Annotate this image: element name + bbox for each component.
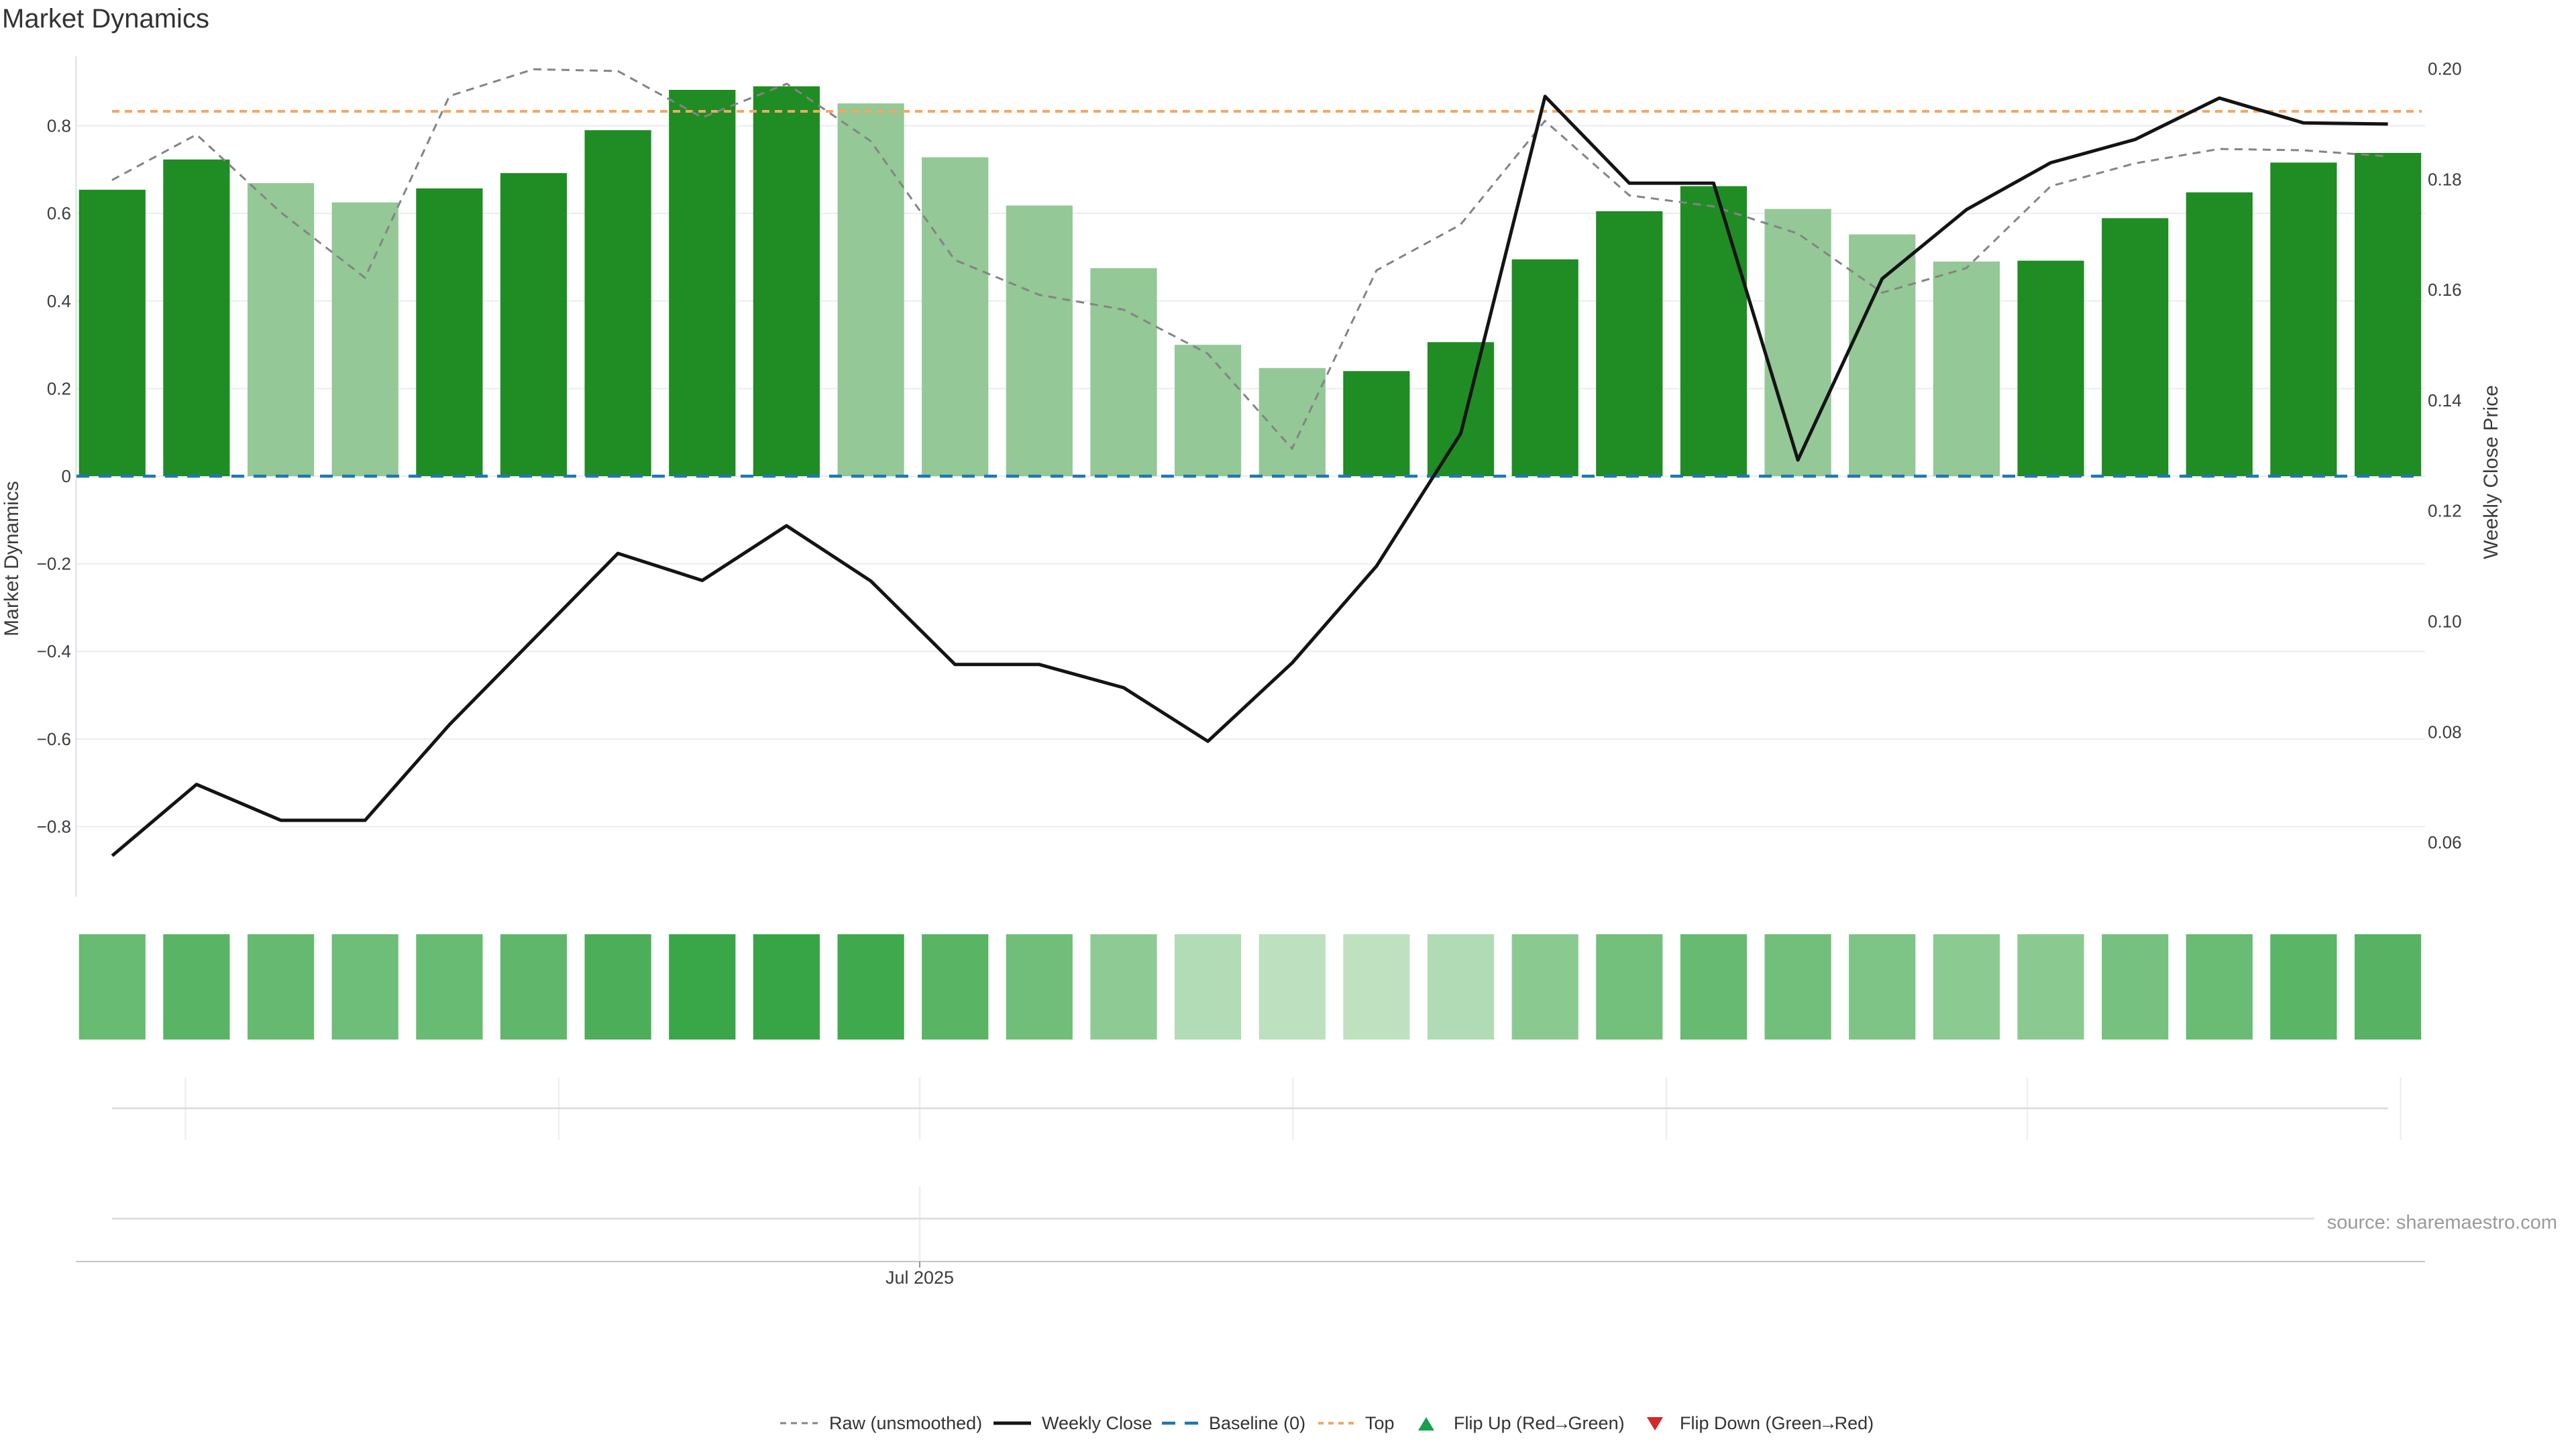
svg-text:−0.8: −0.8 (37, 817, 71, 837)
svg-text:Market Dynamics: Market Dynamics (2, 4, 209, 34)
svg-text:0.4: 0.4 (47, 291, 71, 311)
svg-text:0: 0 (62, 466, 71, 486)
svg-text:−0.6: −0.6 (37, 729, 71, 749)
svg-text:Flip Up (Red→Green): Flip Up (Red→Green) (1454, 1413, 1625, 1433)
svg-text:Raw (unsmoothed): Raw (unsmoothed) (829, 1413, 982, 1433)
svg-text:0.18: 0.18 (2428, 169, 2462, 189)
svg-text:−0.2: −0.2 (37, 554, 71, 574)
svg-text:Weekly Close: Weekly Close (1042, 1413, 1152, 1433)
svg-text:0.08: 0.08 (2428, 722, 2462, 742)
svg-text:source: sharemaestro.com: source: sharemaestro.com (2327, 1212, 2557, 1233)
svg-text:Top: Top (1365, 1413, 1395, 1433)
svg-text:Flip Down (Green→Red): Flip Down (Green→Red) (1680, 1413, 1874, 1433)
svg-text:0.06: 0.06 (2428, 832, 2462, 852)
svg-text:0.10: 0.10 (2428, 612, 2462, 632)
svg-text:0.8: 0.8 (47, 116, 71, 136)
svg-text:Market Dynamics: Market Dynamics (1, 481, 23, 636)
svg-text:0.20: 0.20 (2428, 59, 2462, 79)
svg-text:0.2: 0.2 (47, 378, 71, 398)
svg-text:Jul 2025: Jul 2025 (885, 1268, 954, 1288)
svg-text:−0.4: −0.4 (37, 641, 71, 661)
svg-text:0.6: 0.6 (47, 203, 71, 223)
svg-text:0.14: 0.14 (2428, 390, 2462, 410)
svg-text:Weekly Close Price: Weekly Close Price (2480, 385, 2502, 559)
svg-text:0.12: 0.12 (2428, 501, 2462, 521)
svg-text:0.16: 0.16 (2428, 280, 2462, 300)
svg-text:Baseline (0): Baseline (0) (1209, 1413, 1305, 1433)
